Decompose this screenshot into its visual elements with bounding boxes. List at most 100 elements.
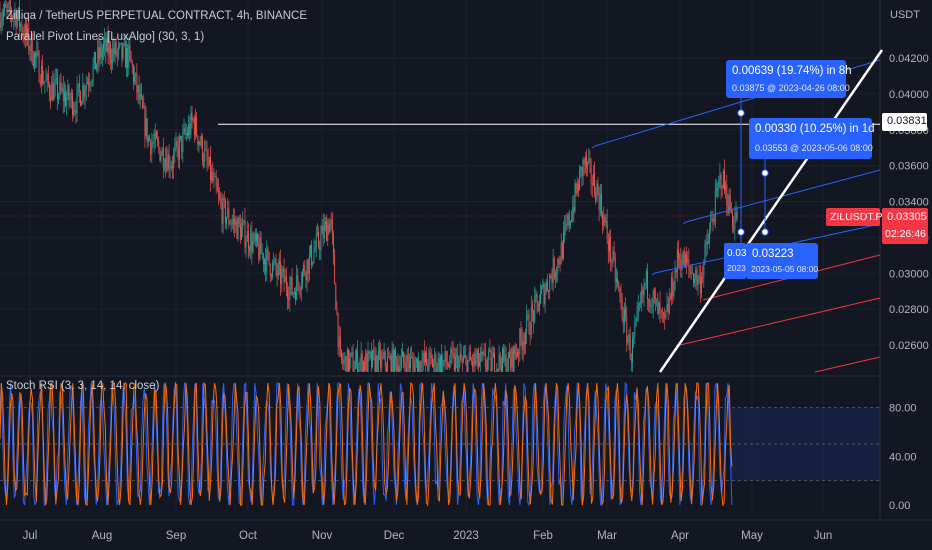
candle-body	[70, 93, 72, 100]
candle-body	[21, 24, 23, 34]
candle-body	[456, 354, 457, 356]
candle-body	[515, 354, 517, 357]
candle-body	[627, 339, 629, 344]
candle-body	[173, 153, 175, 169]
candle-body	[199, 142, 201, 145]
candle-body	[699, 275, 701, 294]
stoch-k-line	[0, 381, 733, 507]
candle-body	[291, 277, 293, 295]
candle-body	[643, 284, 645, 296]
price-range-callout-3[interactable]: 0.03223 2023-05-05 08:00	[746, 243, 818, 279]
candle-body	[90, 83, 92, 85]
time-axis[interactable]: Jul Aug Sep Oct Nov Dec 2023 Feb Mar Apr May Jun	[23, 530, 833, 542]
candle-body	[298, 283, 300, 290]
candle-body	[528, 314, 530, 334]
candle-body	[514, 346, 516, 355]
candle-body	[16, 16, 18, 27]
candle-body	[31, 37, 33, 64]
candle-body	[634, 325, 636, 337]
callout-3-value: 0.03223	[752, 248, 794, 260]
horizontal-level-tag[interactable]: 0.03831	[882, 113, 927, 131]
candle-body	[154, 132, 156, 142]
candle-body	[679, 257, 681, 260]
symbol-tag[interactable]: ZILUSDT.P	[826, 208, 883, 226]
candle-body	[44, 81, 46, 83]
pivot-line-red-3	[814, 356, 881, 373]
callout-anchor-dot	[737, 228, 745, 236]
candle-body	[665, 310, 667, 318]
pivot-line-blue-2	[682, 169, 881, 225]
candle-body	[377, 350, 379, 372]
candle-body	[479, 361, 480, 367]
symbol-name: ZILUSDT.P	[830, 211, 883, 223]
candle-body	[164, 167, 165, 169]
chart-title: Zilliqa / TetherUS PERPETUAL CONTRACT, 4…	[6, 10, 307, 22]
candle-body	[252, 240, 254, 253]
candle-body	[279, 261, 280, 264]
candle-body	[35, 52, 37, 57]
candle-body	[15, 11, 17, 27]
candle-body	[109, 44, 111, 60]
candle-body	[689, 266, 691, 271]
candle-body	[650, 306, 652, 308]
candle-body	[45, 79, 47, 82]
candle-body	[151, 143, 153, 155]
candle-body	[568, 214, 570, 226]
candle-body	[629, 334, 631, 359]
candle-body	[230, 223, 232, 225]
candle-body	[710, 221, 712, 231]
price-range-callout-1[interactable]: 0.00639 (19.74%) in 8h 0.03875 @ 2023-04…	[726, 60, 852, 98]
candle-body	[350, 352, 352, 358]
candle-body	[306, 259, 308, 281]
candle-body	[573, 206, 575, 212]
candle-body	[237, 217, 239, 239]
candle-body	[346, 349, 348, 372]
candle-body	[169, 167, 171, 169]
candle-body	[488, 349, 490, 361]
candle-body	[560, 243, 562, 265]
candle-body	[471, 360, 472, 362]
candle-body	[712, 219, 714, 222]
candle-body	[466, 357, 468, 372]
candle-body	[322, 225, 324, 239]
candle-body	[323, 224, 325, 239]
candle-body	[518, 352, 520, 354]
candle-body	[289, 286, 291, 301]
candle-body	[626, 316, 628, 344]
candle-body	[374, 352, 376, 372]
candle-body	[46, 73, 48, 80]
candle-body	[511, 348, 513, 368]
price-range-callout-4[interactable]: 0.03 2023	[724, 243, 746, 279]
candle-body	[702, 277, 704, 278]
candle-body	[509, 351, 510, 359]
candle-body	[410, 356, 411, 369]
candle-body	[613, 251, 615, 259]
candle-body	[26, 24, 27, 38]
candle-body	[452, 351, 454, 354]
candle-body	[67, 85, 69, 98]
candle-body	[468, 352, 470, 361]
last-price-tag[interactable]: 0.03305 02:26:46	[882, 208, 928, 244]
candle-body	[280, 261, 282, 285]
candle-body	[208, 156, 210, 166]
candle-body	[580, 166, 582, 171]
candle-body	[550, 275, 552, 278]
candle-body	[612, 251, 614, 263]
candle-body	[96, 64, 98, 70]
candle-body	[135, 73, 137, 77]
candle-body	[607, 239, 609, 252]
candle-body	[27, 28, 29, 38]
candle-body	[228, 208, 230, 224]
candle-body	[161, 148, 163, 156]
candle-body	[383, 351, 385, 358]
candle-body	[632, 338, 633, 362]
candle-body	[242, 222, 244, 228]
candle-body	[566, 223, 568, 225]
candle-body	[69, 99, 71, 101]
candle-body	[216, 186, 218, 192]
callout-anchor-dot	[737, 109, 745, 117]
candle-body	[260, 237, 262, 254]
candle-body	[411, 356, 413, 358]
price-range-callout-2[interactable]: 0.00330 (10.25%) in 1d 0.03553 @ 2023-05…	[749, 118, 875, 159]
